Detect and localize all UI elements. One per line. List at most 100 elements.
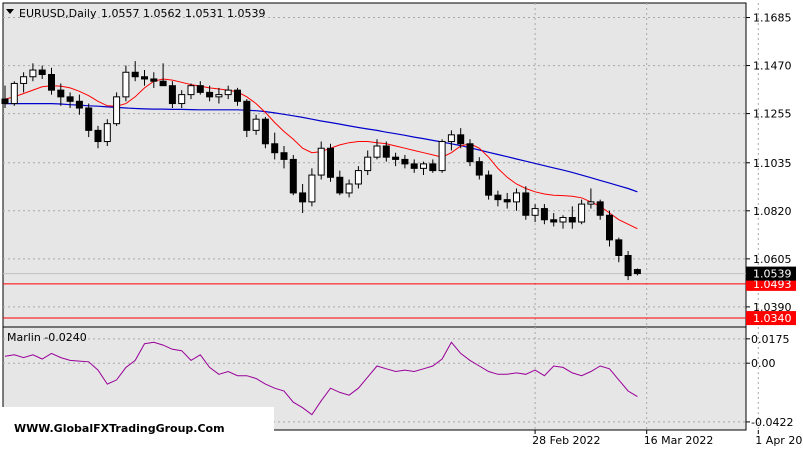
candle-body [94,129,102,143]
candle [327,143,334,182]
price-panel[interactable]: EURUSD,Daily 1.0557 1.0562 1.0531 1.0539 [1,2,803,328]
candle [540,204,548,225]
candle [206,85,214,102]
price-tick-label: 1.1035 [753,157,792,170]
candle-body [485,174,493,196]
candle [38,65,46,79]
candle-body [531,208,539,216]
candle [587,188,595,209]
candle-body [150,78,158,82]
candle-body [261,118,269,145]
candle [596,199,604,220]
candle-body [85,107,93,131]
candle [131,61,139,82]
candle-body [420,163,427,169]
ma-slow-line [5,102,638,193]
time-tick-label: 1 Apr 2022 [755,434,803,447]
candle [624,251,632,281]
price-tick-label: 1.1255 [753,108,792,121]
candle-body [38,69,46,76]
candle-body [131,71,139,78]
candle-body [373,145,381,158]
watermark-banner: WWW.GlobalFXTradingGroup.Com [0,407,274,453]
candle [29,63,37,82]
candle-body [159,80,167,87]
candle-body [224,89,232,96]
indicator-tick-label: 0.0175 [751,333,790,346]
candle-body [633,269,641,275]
candle-body [466,143,474,163]
candle-body [48,74,55,91]
candle-body [587,201,595,205]
marlin-line [4,341,638,416]
candle [364,150,372,176]
candle [336,170,344,196]
chart-header: EURUSD,Daily 1.0557 1.0562 1.0531 1.0539 [6,7,265,20]
candle [150,72,158,88]
candle [568,206,576,229]
candle-body [196,85,204,93]
candle-body [624,254,632,277]
level-badge [746,311,796,326]
candle-body [550,219,558,223]
candle [401,154,409,169]
level-badge-label: 1.0493 [753,278,792,291]
candle-body [271,143,279,154]
indicator-tick-label: 0.00 [751,357,776,370]
candle-body [568,217,576,223]
price-grid [3,3,759,327]
candle-body [382,145,390,158]
candle-body [401,158,409,165]
candle-body [20,76,28,84]
candle [243,99,251,138]
candle-body [615,239,623,256]
current-price-badge [746,266,796,281]
candle-body [57,89,65,98]
candle [606,210,613,247]
indicator-panel[interactable]: Marlin -0.0240 [2,326,803,431]
price-plot-area [2,2,747,328]
candle [122,65,130,102]
indicator-tick-label: -0.0422 [751,416,793,429]
candle-body [336,176,344,194]
candle [187,83,195,100]
candle-body [513,192,520,203]
price-tick-label: 1.0390 [753,301,792,314]
candle-body [234,89,241,102]
dropdown-triangle-icon[interactable] [6,9,14,14]
price-axis: 1.1685 1.1470 1.1255 1.1035 1.0820 1.0605 1.03… [746,12,796,326]
watermark-text: WWW.GlobalFXTradingGroup.Com [14,422,225,435]
candle [196,81,204,95]
candle-body [243,100,251,131]
candle [289,154,297,196]
candle-body [10,82,18,105]
candle [382,141,390,162]
candle-body [559,217,567,223]
price-tick-label: 1.1470 [753,60,792,73]
level-badge-label: 1.0340 [753,312,792,325]
candle [392,152,400,167]
candle [345,179,353,198]
candle [271,132,279,160]
candle [252,114,260,135]
candle-body [215,94,223,98]
candle-body [392,156,400,160]
candle-body [168,85,176,105]
candle-body [103,123,111,143]
horizontal-levels[interactable] [3,273,746,319]
candle [224,85,232,100]
candle [66,92,74,109]
candle [103,119,111,147]
candle-body [522,192,530,216]
candle [159,63,167,87]
candle [234,87,241,106]
candle-body [252,118,260,131]
candle-body [122,71,130,98]
candle-body [447,134,455,143]
candle [85,103,93,138]
candle [299,183,307,214]
price-tick-label: 1.0605 [753,253,792,266]
candle-body [606,214,613,241]
candle [522,186,530,220]
